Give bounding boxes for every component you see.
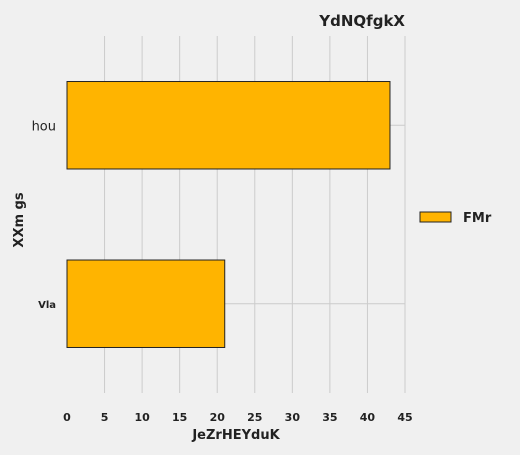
- legend-swatch: [419, 211, 452, 223]
- x-tick-label: 5: [101, 411, 109, 424]
- y-category-label: hou: [32, 119, 56, 134]
- bar-Vla: [66, 259, 226, 348]
- legend: FMr: [419, 211, 492, 226]
- chart-title: YdNQfgkX: [318, 12, 405, 30]
- y-axis-title: XXm gs: [12, 192, 27, 247]
- x-tick-label: 35: [322, 411, 337, 424]
- x-tick-label: 15: [172, 411, 187, 424]
- x-tick-label: 45: [397, 411, 412, 424]
- x-tick-label: 40: [360, 411, 376, 424]
- y-category-layer: Vla hou: [32, 119, 56, 311]
- x-tick-label: 30: [285, 411, 301, 424]
- x-tick-label: 0: [63, 411, 71, 424]
- y-category-label: Vla: [38, 300, 56, 311]
- x-tick-label: 10: [134, 411, 150, 424]
- bar-hou: [66, 81, 391, 170]
- x-tick-layer: 0 5 10 15 20 25 30 35 40 45: [63, 411, 412, 424]
- x-tick-label: 20: [210, 411, 226, 424]
- legend-label: FMr: [463, 211, 492, 226]
- bar-layer: [66, 81, 391, 348]
- x-axis-title: JeZrHEYduK: [191, 428, 280, 443]
- x-tick-label: 25: [247, 411, 262, 424]
